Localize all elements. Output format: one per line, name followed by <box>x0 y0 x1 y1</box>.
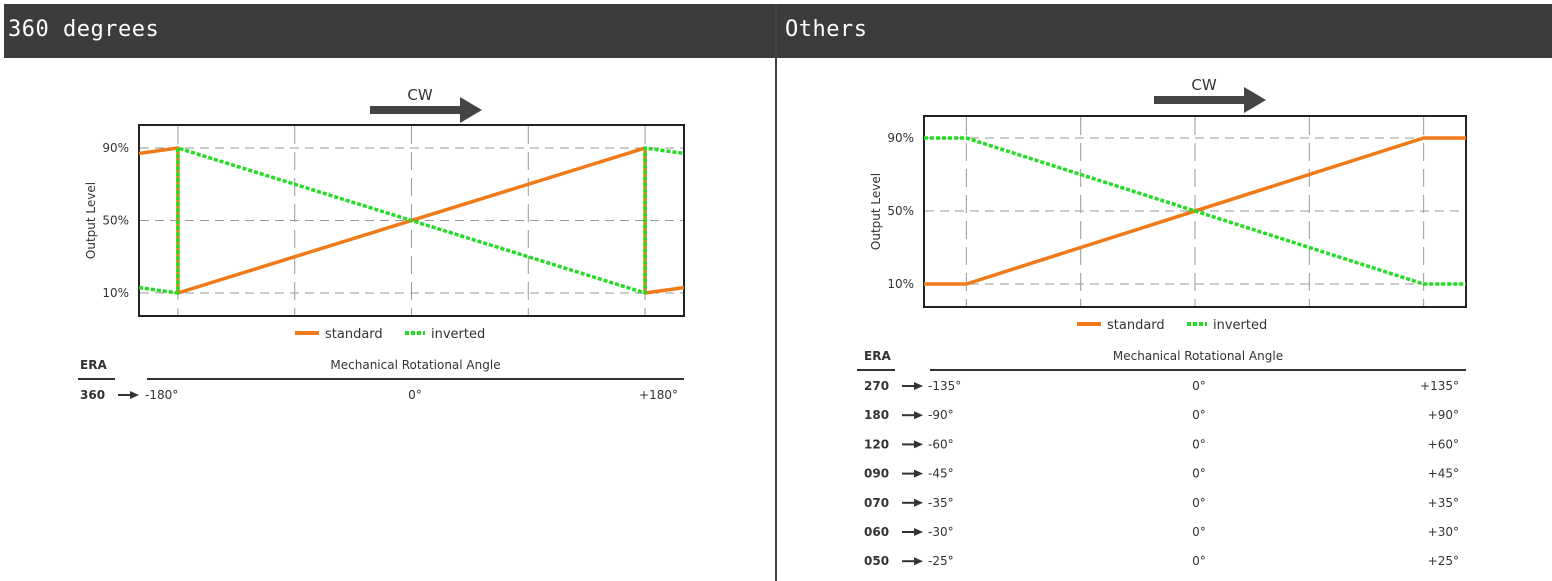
cw-label: CW <box>1191 76 1216 94</box>
angle-mid: 0° <box>1192 379 1206 393</box>
legend-label-inverted: inverted <box>431 327 485 342</box>
angle-min: -90° <box>928 408 954 422</box>
cw-arrow-head-icon <box>460 97 482 123</box>
y-tick-label: 50% <box>887 204 914 218</box>
era-value: 090 <box>864 467 889 481</box>
y-tick-label: 90% <box>102 141 129 155</box>
angle-min: -25° <box>928 554 954 568</box>
angle-mid: 0° <box>1192 496 1206 510</box>
y-axis-label: Output Level <box>869 173 883 250</box>
era-arrow-icon <box>914 382 923 390</box>
chart-others: CW 90% 50% 10% Output Level standard inverted E… <box>857 76 1467 568</box>
cw-arrow-shaft <box>1154 96 1246 104</box>
panel-title: Others <box>785 17 868 42</box>
angle-mid: 0° <box>1192 554 1206 568</box>
angle-min: -180° <box>145 388 178 402</box>
angle-max: +35° <box>1428 496 1459 510</box>
era-value: 270 <box>864 379 889 393</box>
angle-min: -45° <box>928 467 954 481</box>
era-arrow-icon <box>914 440 923 449</box>
panel-header: 360 degrees <box>4 4 775 58</box>
angle-max: +135° <box>1420 379 1459 393</box>
angle-mid: 0° <box>408 388 422 402</box>
panel-360-degrees: 360 degrees CW 90% 50% 10% Output Level stand… <box>4 4 775 402</box>
panel-header: Others <box>777 4 1552 58</box>
cw-label: CW <box>407 86 432 104</box>
legend-label-standard: standard <box>1107 318 1165 333</box>
angle-max: +180° <box>639 388 678 402</box>
panel-title: 360 degrees <box>8 17 160 42</box>
era-value: 120 <box>864 437 889 451</box>
chart-360-degrees: CW 90% 50% 10% Output Level standard inverted E… <box>78 86 685 402</box>
y-tick-label: 50% <box>102 214 129 228</box>
era-value: 050 <box>864 554 889 568</box>
angle-mid: 0° <box>1192 408 1206 422</box>
angle-max: +30° <box>1428 525 1459 539</box>
panel-divider <box>775 4 777 581</box>
era-arrow-icon <box>914 528 923 536</box>
angle-max: +45° <box>1428 467 1459 481</box>
angle-mid: 0° <box>1192 467 1206 481</box>
era-value: 060 <box>864 525 889 539</box>
era-header: ERA <box>80 358 107 372</box>
angle-min: -30° <box>928 525 954 539</box>
era-value: 070 <box>864 496 889 510</box>
angle-mid: 0° <box>1192 525 1206 539</box>
era-arrow-icon <box>914 557 923 566</box>
era-arrow-icon <box>914 498 923 507</box>
series-line-inverted <box>138 146 685 295</box>
x-axis-label: Mechanical Rotational Angle <box>1113 349 1283 363</box>
era-value: 360 <box>80 388 105 402</box>
y-tick-label: 10% <box>887 277 914 291</box>
series-line-inverted <box>924 136 1466 286</box>
y-axis-label: Output Level <box>84 182 98 259</box>
era-arrow-icon <box>914 411 923 420</box>
era-header: ERA <box>864 349 891 363</box>
angle-max: +90° <box>1428 408 1459 422</box>
legend-label-inverted: inverted <box>1213 318 1267 333</box>
era-arrow-icon <box>914 469 923 478</box>
y-tick-label: 90% <box>887 131 914 145</box>
angle-min: -60° <box>928 437 954 451</box>
angle-mid: 0° <box>1192 437 1206 451</box>
angle-min: -35° <box>928 496 954 510</box>
cw-arrow-shaft <box>370 106 462 114</box>
x-axis-label: Mechanical Rotational Angle <box>330 358 500 372</box>
angle-max: +60° <box>1428 437 1459 451</box>
panel-others: Others CW 90% 50% 10% Output Level standard in… <box>777 0 1552 581</box>
y-tick-label: 10% <box>102 286 129 300</box>
angle-max: +25° <box>1428 554 1459 568</box>
angle-min: -135° <box>928 379 961 393</box>
legend-label-standard: standard <box>325 327 383 342</box>
cw-arrow-head-icon <box>1244 87 1266 113</box>
era-arrow-icon <box>130 391 139 399</box>
era-value: 180 <box>864 408 889 422</box>
